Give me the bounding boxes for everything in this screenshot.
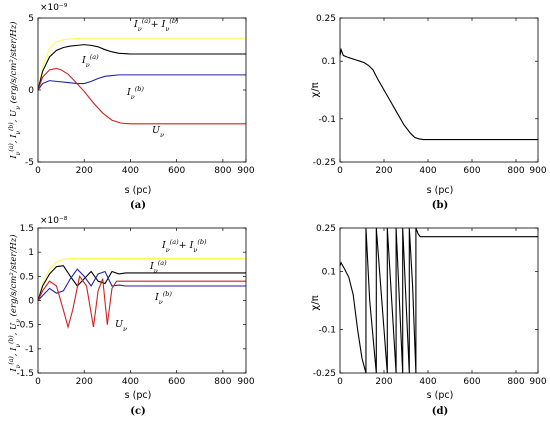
panel-b-xlabel: s (pc) [427, 185, 454, 196]
panel-b-ylabel: χ/π [310, 82, 321, 97]
y-tick-label: 0.25 [316, 224, 336, 234]
label-c-u: Uν [115, 319, 127, 333]
x-tick-label: 200 [375, 166, 392, 176]
series-line-2 [37, 265, 246, 301]
x-tick-label: 200 [76, 166, 93, 176]
x-tick-label: 600 [463, 377, 480, 387]
label-a-ia: Iν(a) [81, 53, 99, 69]
y-tick-label: 0.5 [20, 272, 34, 282]
plot-area-c: 0 200 400 600 800 900 -1.5 -1 -0.5 0 0.5 1 1.5 [16, 224, 254, 387]
panel-d-letter: (d) [432, 406, 448, 417]
panel-b: χ/π 0 200 400 600 800 900 -0.25 -0.1 0.1 0.25 s (… [310, 14, 547, 211]
x-tick-label: 400 [122, 166, 139, 176]
panel-d-ylabel: χ/π [310, 295, 321, 310]
x-tick-label: 200 [375, 377, 392, 387]
axes-frame [37, 227, 247, 374]
x-tick-label: 900 [237, 166, 254, 176]
y-tick-label: 1 [28, 248, 34, 258]
x-tick-label: 900 [529, 166, 546, 176]
y-tick-label: -0.25 [313, 158, 336, 168]
series-line-1 [339, 227, 538, 374]
series-line-2 [37, 44, 246, 91]
x-tick-label: 600 [463, 166, 480, 176]
x-tick-label: 400 [419, 166, 436, 176]
panel-c-letter: (c) [130, 406, 146, 417]
panel-a-exponent: ×10⁻⁹ [40, 3, 68, 13]
label-a-ib: Iν(b) [126, 85, 144, 101]
y-tick-label: 0.1 [322, 57, 336, 67]
plot-area-d: 0 200 400 600 800 900 -0.25 -0.1 0.1 0.25 [313, 224, 547, 387]
x-tick-label: 400 [419, 377, 436, 387]
x-tick-label: 900 [529, 377, 546, 387]
y-tick-label: 1.5 [20, 224, 34, 234]
y-tick-label: -0.1 [318, 115, 336, 125]
y-tick-label: -0.25 [313, 369, 336, 379]
y-tick-label: -0.1 [318, 326, 336, 336]
panel-a: Iν(a), Iν(b), Uν (erg/s/cm²/ster/Hz) ×10… [8, 3, 255, 211]
x-tick-label: 800 [507, 166, 524, 176]
label-a-sum: Iν(a)+ Iν(b) [133, 17, 179, 33]
panel-c-exponent: ×10⁻⁸ [40, 216, 68, 226]
x-tick-label: 400 [122, 377, 139, 387]
y-tick-label: 5 [28, 14, 34, 24]
y-tick-label: -0.5 [16, 321, 34, 331]
y-tick-label: 0.25 [316, 14, 336, 24]
x-tick-label: 200 [76, 377, 93, 387]
x-tick-label: 800 [214, 166, 231, 176]
panel-d: χ/π 0 200 400 600 800 900 -0.25 -0.1 0.1 0.25 s (… [310, 224, 547, 417]
x-tick-label: 800 [214, 377, 231, 387]
series-line-1 [37, 37, 246, 91]
panel-a-letter: (a) [130, 200, 146, 211]
series-line-4 [37, 67, 246, 125]
y-tick-label: 0.1 [322, 268, 336, 278]
plot-area-b: 0 200 400 600 800 900 -0.25 -0.1 0.1 0.25 [313, 14, 547, 176]
x-tick-label: 0 [337, 166, 343, 176]
x-tick-label: 600 [168, 377, 185, 387]
panel-d-xlabel: s (pc) [427, 390, 454, 401]
series-line-3 [37, 74, 246, 91]
y-tick-label: -1 [25, 345, 34, 355]
panel-a-ylabel: Iν(a), Iν(b), Uν (erg/s/cm²/ster/Hz) [8, 21, 22, 159]
series-line-1 [339, 47, 538, 141]
y-tick-label: -5 [25, 158, 34, 168]
x-tick-label: 0 [35, 377, 41, 387]
y-tick-label: -1.5 [16, 369, 34, 379]
axes-frame [339, 17, 539, 163]
label-a-u: Uν [152, 125, 164, 139]
panel-c: Iν(a), Iν(b), Uν (erg/s/cm²/ster/Hz) ×10… [8, 216, 255, 417]
y-tick-label: 0 [28, 297, 34, 307]
x-tick-label: 900 [237, 377, 254, 387]
panel-a-xlabel: s (pc) [125, 185, 152, 196]
series-line-3 [37, 268, 246, 301]
x-tick-label: 600 [168, 166, 185, 176]
axes-frame [339, 227, 539, 374]
panel-c-ylabel: Iν(a), Iν(b), Uν (erg/s/cm²/ster/Hz) [8, 234, 22, 372]
y-tick-label: 0 [28, 86, 34, 96]
panel-b-letter: (b) [432, 200, 448, 211]
panel-c-xlabel: s (pc) [125, 390, 152, 401]
label-c-ib: Iν(b) [154, 290, 172, 306]
x-tick-label: 0 [35, 166, 41, 176]
series-line-4 [37, 274, 246, 330]
plot-area-a: 0 200 400 600 800 900-505 [25, 14, 255, 176]
label-c-sum: Iν(a)+ Iν(b) [161, 238, 207, 254]
series-line-1 [37, 257, 246, 301]
x-tick-label: 0 [337, 377, 343, 387]
x-tick-label: 800 [507, 377, 524, 387]
